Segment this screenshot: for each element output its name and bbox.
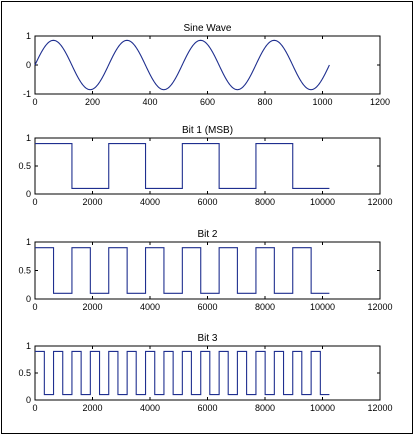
x-tick-label: 8000 [255, 302, 275, 312]
x-tick-label: 2000 [82, 403, 102, 413]
x-tick-label: 0 [32, 97, 37, 107]
series-line [34, 39, 330, 91]
y-tick-label: 0.5 [18, 266, 31, 276]
x-tick-label: 6000 [197, 197, 217, 207]
plot-area [34, 137, 381, 195]
y-tick-label: 1 [26, 31, 31, 41]
chart-title: Bit 1 (MSB) [182, 125, 233, 136]
x-tick-label: 800 [257, 97, 272, 107]
x-tick-label: 0 [32, 197, 37, 207]
x-tick-label: 2000 [82, 302, 102, 312]
series-line [35, 350, 330, 396]
x-tick-label: 12000 [367, 197, 392, 207]
series-line [35, 143, 330, 189]
x-tick-label: 1000 [312, 97, 332, 107]
x-tick-label: 12000 [367, 302, 392, 312]
chart-panel-4: Bit 3 0 2000 4000 6000 8000 10000 12000 0 0.5 1 [18, 333, 392, 413]
y-tick-label: 0 [26, 189, 31, 199]
x-tick-label: 2000 [82, 197, 102, 207]
x-tick-label: 6000 [197, 302, 217, 312]
y-tick-label: 0 [26, 395, 31, 405]
y-tick-label: 0 [26, 60, 31, 70]
x-tick-label: 10000 [310, 197, 335, 207]
x-tick-label: 0 [32, 403, 37, 413]
chart-title: Bit 2 [197, 229, 217, 240]
x-tick-label: 4000 [140, 403, 160, 413]
x-tick-label: 6000 [197, 403, 217, 413]
x-tick-label: 10000 [310, 302, 335, 312]
x-tick-label: 1200 [370, 97, 390, 107]
chart-panel-3: Bit 2 0 2000 4000 6000 8000 10000 12000 0 0.5 1 [18, 229, 392, 312]
y-tick-label: 1 [26, 341, 31, 351]
x-tick-label: 600 [200, 97, 215, 107]
x-tick-label: 8000 [255, 197, 275, 207]
chart-panel-2: Bit 1 (MSB) 0 2000 4000 6000 8000 10000 12000 0 0… [18, 125, 392, 207]
x-tick-label: 0 [32, 302, 37, 312]
chart-title: Sine Wave [184, 23, 232, 34]
x-tick-label: 400 [142, 97, 157, 107]
x-tick-label: 4000 [140, 302, 160, 312]
x-tick-label: 12000 [367, 403, 392, 413]
y-tick-label: 1 [26, 133, 31, 143]
y-tick-label: 0.5 [18, 161, 31, 171]
x-tick-label: 4000 [140, 197, 160, 207]
x-tick-label: 8000 [255, 403, 275, 413]
x-tick-label: 10000 [310, 403, 335, 413]
plot-area [34, 345, 381, 401]
series-line [35, 247, 330, 294]
y-tick-label: 0 [26, 294, 31, 304]
plot-area [34, 241, 381, 300]
x-tick-label: 200 [85, 97, 100, 107]
chart-title: Bit 3 [197, 333, 217, 344]
y-tick-label: 0.5 [18, 368, 31, 378]
y-tick-label: -1 [23, 89, 31, 99]
figure-frame: Sine Wave 0 200 400 600 800 1000 1200 -1 0 1 Bit 1 … [1, 1, 413, 434]
y-tick-label: 1 [26, 237, 31, 247]
plot-area [34, 35, 381, 95]
